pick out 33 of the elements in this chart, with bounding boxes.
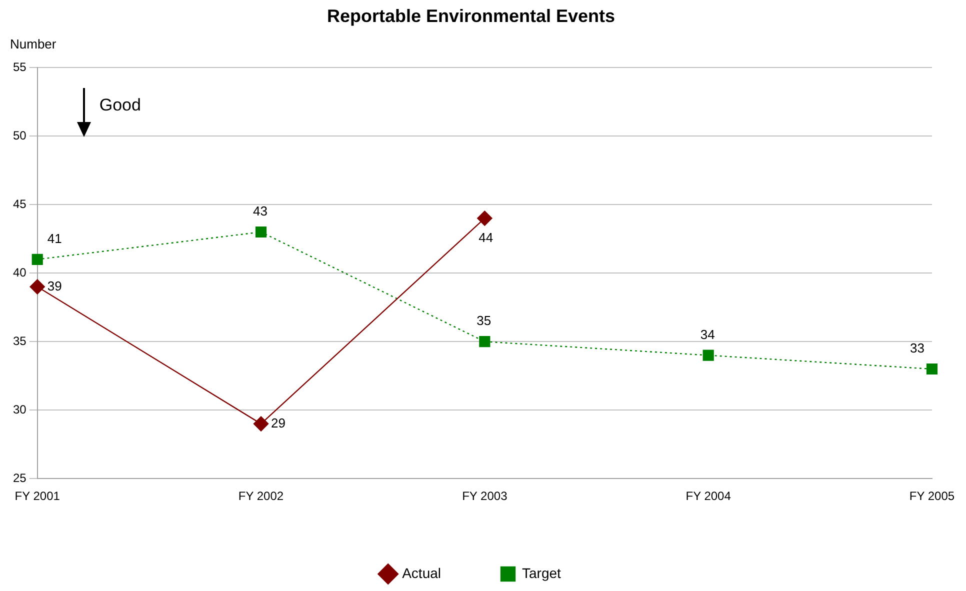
x-tick-label: FY 2005 [909,489,955,504]
data-label: 44 [478,230,494,245]
y-tick-label: 25 [12,470,27,485]
y-tick-label: 50 [12,128,27,142]
x-tick-label: FY 2003 [462,489,508,504]
x-tick-label: FY 2002 [238,489,284,504]
data-label: 35 [476,313,492,328]
data-label: 29 [271,415,286,430]
point [30,279,45,294]
y-tick-label: 40 [12,265,27,280]
point [32,254,43,265]
y-tick-label: 35 [12,334,27,348]
legend-label: Target [522,564,562,581]
data-label: 34 [700,326,715,342]
point [477,210,492,226]
point [702,350,714,361]
legend-label: Actual [402,564,442,581]
annotation: Good [99,95,141,114]
point [479,336,490,348]
point [255,226,267,238]
point [253,416,269,432]
y-axis-title: Number [10,36,57,52]
y-tick-label: 30 [12,402,27,416]
data-label: 33 [910,340,924,356]
x-tick-label: FY 2001 [14,489,60,504]
data-label: 41 [47,230,62,246]
data-label: 43 [253,204,268,219]
chart-title: Reportable Environmental Events [326,6,616,26]
x-tick-label: FY 2004 [686,489,732,504]
data-label: 39 [47,278,62,294]
point [926,363,938,375]
y-tick-label: 55 [12,60,27,74]
y-tick-label: 45 [12,196,27,211]
